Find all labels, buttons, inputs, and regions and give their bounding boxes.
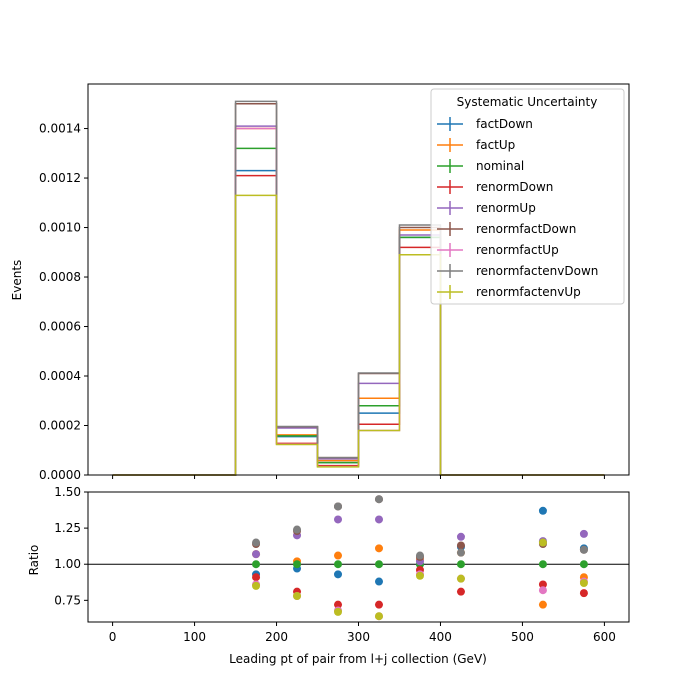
top-y-tick-label: 0.0004 (39, 369, 81, 383)
bottom-x-tick-label: 100 (183, 630, 206, 644)
legend-title: Systematic Uncertainty (457, 95, 598, 109)
bottom-y-tick-label: 1.00 (54, 557, 81, 571)
ratio-point-renormfactenvUp (456, 574, 465, 583)
ratio-point-nominal (538, 560, 547, 569)
ratio-point-factUp (374, 544, 383, 553)
bottom-axes-frame (87, 491, 630, 623)
legend-label: nominal (476, 159, 524, 173)
legend-item-nominal: nominal (437, 159, 524, 173)
ratio-point-renormfactDown (456, 541, 465, 550)
ratio-point-renormfactenvDown (579, 545, 588, 554)
ratio-point-renormfactenvDown (334, 502, 343, 511)
ratio-point-renormfactUp (538, 586, 547, 595)
ratio-point-renormUp (579, 529, 588, 538)
bottom-panel: 0.75 1.00 1.25 1.50 0 100 200 300 400 500 600 Rat… (27, 485, 630, 666)
top-y-axis-label: Events (10, 260, 24, 301)
bottom-y-ticks: 0.75 1.00 1.25 1.50 (54, 485, 88, 607)
legend-label: renormfactenvUp (476, 285, 581, 299)
ratio-point-renormfactenvDown (456, 548, 465, 557)
top-y-tick-label: 0.0010 (39, 221, 81, 235)
ratio-point-renormDown (456, 587, 465, 596)
legend-items: factDown factUp nominal renormDown renormUp r… (437, 117, 598, 299)
ratio-points (252, 495, 588, 621)
ratio-point-renormfactenvUp (293, 592, 302, 600)
ratio-point-renormfactenvUp (415, 571, 424, 580)
legend-item-renormfactenvUp: renormfactenvUp (437, 285, 581, 299)
bottom-y-tick-label: 1.25 (54, 521, 81, 535)
ratio-point-renormfactenvUp (579, 579, 588, 587)
legend-item-factUp: factUp (437, 138, 515, 152)
ratio-point-renormfactenvDown (374, 495, 383, 504)
ratio-point-nominal (579, 560, 588, 569)
ratio-point-renormUp (334, 515, 343, 524)
legend-box (430, 88, 625, 305)
ratio-point-nominal (293, 560, 302, 569)
legend-item-renormfactDown: renormfactDown (437, 222, 576, 236)
ratio-point-renormfactenvUp (374, 612, 383, 621)
legend-label: renormfactenvDown (476, 264, 598, 278)
ratio-point-factUp (334, 551, 343, 560)
legend: Systematic Uncertainty factDown factUp nom… (430, 88, 625, 305)
ratio-point-nominal (374, 560, 383, 569)
bottom-y-axis-label: Ratio (27, 545, 41, 576)
top-y-ticks: 0.0000 0.0002 0.0004 0.0006 0.0008 0.0010 0.00… (39, 122, 88, 482)
ratio-point-renormDown (252, 573, 261, 582)
legend-label: factUp (476, 138, 515, 152)
bottom-y-tick-label: 0.75 (54, 593, 81, 607)
ratio-point-factDown (334, 570, 343, 579)
legend-label: renormUp (476, 201, 536, 215)
top-y-tick-label: 0.0000 (39, 468, 81, 482)
legend-label: renormfactDown (476, 222, 576, 236)
bottom-x-tick-label: 0 (109, 630, 117, 644)
x-axis-label: Leading pt of pair from l+j collection (… (229, 652, 487, 666)
bottom-x-tick-label: 300 (347, 630, 370, 644)
legend-item-renormUp: renormUp (437, 201, 536, 215)
legend-label: renormDown (476, 180, 553, 194)
ratio-point-renormfactenvDown (252, 538, 261, 547)
legend-item-renormDown: renormDown (437, 180, 553, 194)
bottom-x-tick-label: 200 (265, 630, 288, 644)
bottom-y-tick-label: 1.50 (54, 485, 81, 499)
ratio-point-nominal (334, 560, 343, 569)
ratio-point-nominal (456, 560, 465, 569)
legend-label: renormfactUp (476, 243, 559, 257)
ratio-point-renormUp (374, 515, 383, 524)
ratio-point-renormfactenvUp (252, 581, 261, 590)
ratio-point-nominal (252, 560, 261, 569)
ratio-point-factUp (538, 600, 547, 609)
top-y-tick-label: 0.0014 (39, 122, 81, 136)
legend-label: factDown (476, 117, 533, 131)
bottom-x-tick-label: 600 (593, 630, 616, 644)
ratio-point-renormfactenvUp (334, 607, 343, 616)
ratio-point-factDown (374, 577, 383, 586)
bottom-x-ticks: 0 100 200 300 400 500 600 (109, 622, 616, 644)
ratio-point-renormfactenvDown (293, 525, 302, 534)
bottom-x-tick-label: 500 (511, 630, 534, 644)
ratio-point-renormDown (579, 589, 588, 598)
ratio-point-renormUp (252, 550, 261, 559)
top-y-tick-label: 0.0008 (39, 270, 81, 284)
ratio-point-renormDown (538, 580, 547, 589)
top-y-tick-label: 0.0012 (39, 171, 81, 185)
top-x-ticks (112, 475, 605, 479)
legend-item-renormfactUp: renormfactUp (437, 243, 559, 257)
ratio-point-renormfactenvUp (538, 538, 547, 547)
top-panel: 0.0000 0.0002 0.0004 0.0006 0.0008 0.0010 0.00… (10, 83, 630, 482)
bottom-x-tick-label: 400 (429, 630, 452, 644)
ratio-point-renormDown (374, 600, 383, 609)
ratio-point-renormDown (334, 600, 343, 609)
ratio-point-factDown (538, 506, 547, 515)
ratio-point-renormfactenvDown (415, 551, 424, 560)
ratio-point-renormUp (456, 532, 465, 541)
top-y-tick-label: 0.0006 (39, 320, 81, 334)
legend-item-renormfactenvDown: renormfactenvDown (437, 264, 598, 278)
legend-item-factDown: factDown (437, 117, 533, 131)
top-y-tick-label: 0.0002 (39, 419, 81, 433)
